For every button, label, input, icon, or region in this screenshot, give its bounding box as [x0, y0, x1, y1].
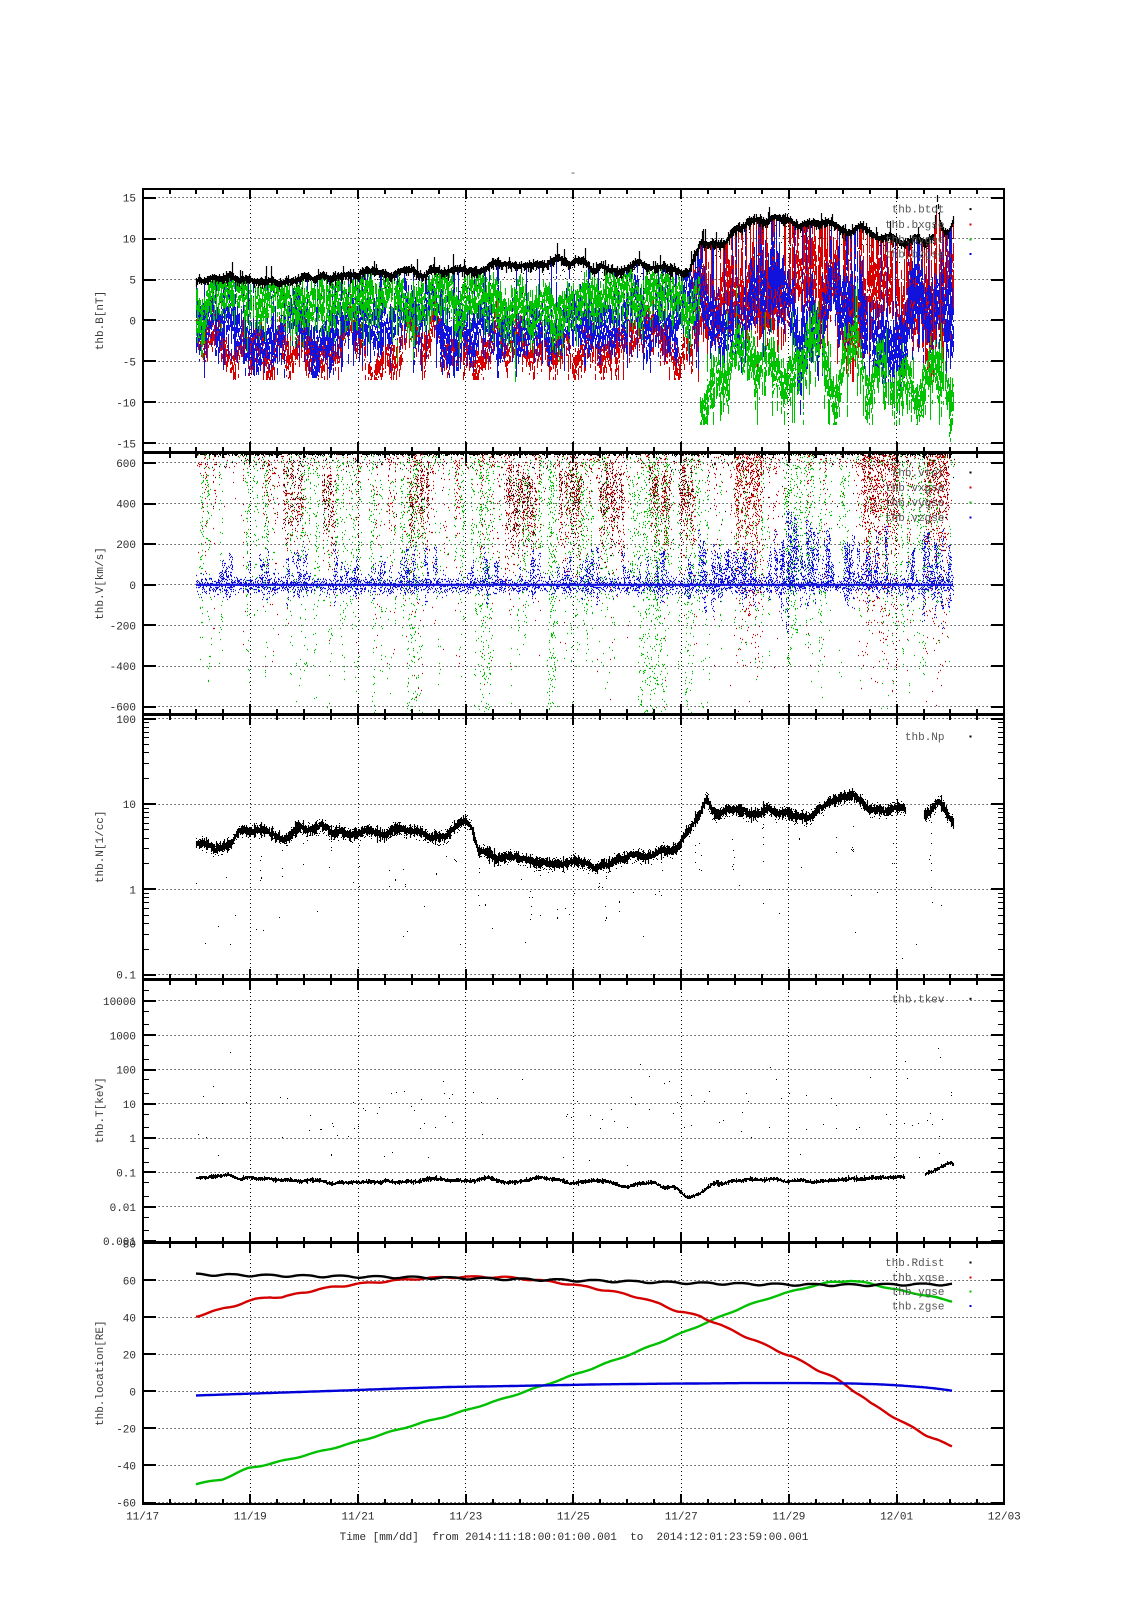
svg-text:100: 100	[116, 1066, 136, 1078]
svg-text:-60: -60	[116, 1499, 136, 1511]
svg-text:11/27: 11/27	[665, 1512, 698, 1524]
svg-text:10000: 10000	[103, 997, 136, 1009]
svg-text:thb.vygse: thb.vygse	[885, 498, 944, 510]
svg-text:0.1: 0.1	[116, 1169, 136, 1181]
svg-text:thb.location[RE]: thb.location[RE]	[95, 1320, 107, 1426]
svg-text:12/01: 12/01	[880, 1512, 913, 1524]
svg-text:11/19: 11/19	[234, 1512, 267, 1524]
svg-text:15: 15	[123, 194, 136, 206]
svg-text:1: 1	[129, 1134, 136, 1146]
svg-text:0.01: 0.01	[110, 1203, 137, 1215]
svg-text:100: 100	[116, 715, 136, 727]
svg-text:11/29: 11/29	[772, 1512, 805, 1524]
svg-text:60: 60	[123, 1276, 136, 1288]
svg-text:0: 0	[129, 317, 136, 329]
svg-text:600: 600	[116, 459, 136, 471]
svg-text:thb.bygse: thb.bygse	[885, 235, 944, 247]
svg-text:Time [mm/dd] from 2014:11:18:: Time [mm/dd] from 2014:11:18:00:01:00.00…	[340, 1532, 809, 1544]
svg-text:0: 0	[129, 1387, 136, 1399]
svg-text:5: 5	[129, 276, 136, 288]
svg-text:thb.zgse: thb.zgse	[892, 1302, 945, 1314]
svg-text:-15: -15	[116, 439, 136, 451]
svg-text:10: 10	[123, 800, 136, 812]
svg-text:-40: -40	[116, 1462, 136, 1474]
svg-text:thb.V[km/s]: thb.V[km/s]	[95, 547, 107, 620]
svg-text:-10: -10	[116, 398, 136, 410]
svg-text:0.001: 0.001	[103, 1237, 136, 1249]
svg-text:11/23: 11/23	[449, 1512, 482, 1524]
svg-text:thb.vzgse: thb.vzgse	[885, 513, 944, 525]
svg-text:-5: -5	[123, 357, 136, 369]
svg-text:0: 0	[129, 581, 136, 593]
svg-text:11/21: 11/21	[341, 1512, 374, 1524]
svg-text:-20: -20	[116, 1424, 136, 1436]
svg-text:thb.bzgse: thb.bzgse	[885, 250, 944, 262]
svg-text:thb.Np: thb.Np	[905, 732, 945, 744]
svg-text:20: 20	[123, 1350, 136, 1362]
svg-text:thb.N[1/cc]: thb.N[1/cc]	[95, 810, 107, 883]
svg-text:1000: 1000	[110, 1031, 136, 1043]
svg-text:1: 1	[129, 885, 136, 897]
svg-text:thb.Rdist: thb.Rdist	[885, 1258, 944, 1270]
svg-text:400: 400	[116, 500, 136, 512]
svg-text:0.1: 0.1	[116, 971, 136, 983]
svg-text:12/03: 12/03	[988, 1512, 1021, 1524]
svg-text:thb.bxgse: thb.bxgse	[885, 220, 944, 232]
svg-text:-200: -200	[110, 621, 136, 633]
svg-text:-: -	[570, 168, 577, 180]
svg-text:10: 10	[123, 235, 136, 247]
svg-text:11/25: 11/25	[557, 1512, 590, 1524]
svg-text:thb.tkev: thb.tkev	[892, 994, 945, 1006]
svg-text:10: 10	[123, 1100, 136, 1112]
svg-text:thb.vxgse: thb.vxgse	[885, 483, 944, 495]
svg-text:-600: -600	[110, 703, 136, 715]
svg-text:80: 80	[123, 1239, 136, 1251]
svg-text:thb.vtot: thb.vtot	[892, 468, 945, 480]
svg-text:thb.B[nT]: thb.B[nT]	[95, 291, 107, 350]
svg-text:thb.btot: thb.btot	[892, 205, 945, 217]
svg-text:200: 200	[116, 540, 136, 552]
svg-text:thb.ygse: thb.ygse	[892, 1287, 945, 1299]
svg-text:thb.T[keV]: thb.T[keV]	[95, 1077, 107, 1143]
svg-text:11/17: 11/17	[126, 1512, 159, 1524]
svg-text:40: 40	[123, 1313, 136, 1325]
svg-text:thb.xgse: thb.xgse	[892, 1273, 945, 1285]
svg-text:-400: -400	[110, 662, 136, 674]
